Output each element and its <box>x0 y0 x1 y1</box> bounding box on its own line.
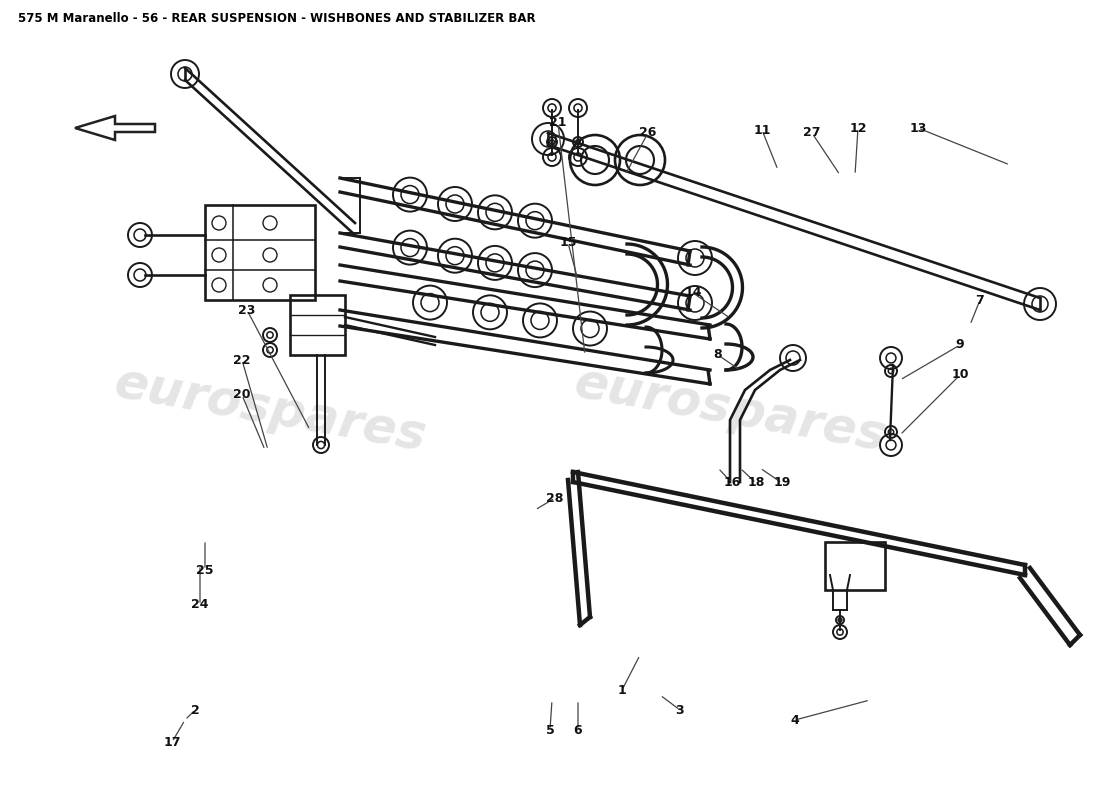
Text: 575 M Maranello - 56 - REAR SUSPENSION - WISHBONES AND STABILIZER BAR: 575 M Maranello - 56 - REAR SUSPENSION -… <box>18 12 536 25</box>
Text: 28: 28 <box>547 491 563 505</box>
Text: 2: 2 <box>190 703 199 717</box>
Text: 5: 5 <box>546 723 554 737</box>
Text: eurospares: eurospares <box>570 359 890 461</box>
Text: 14: 14 <box>684 286 702 299</box>
Text: 27: 27 <box>803 126 821 139</box>
Text: 8: 8 <box>714 349 723 362</box>
Text: 9: 9 <box>956 338 965 351</box>
Text: 24: 24 <box>191 598 209 611</box>
Text: 20: 20 <box>233 389 251 402</box>
Text: 18: 18 <box>747 477 764 490</box>
Text: eurospares: eurospares <box>110 359 430 461</box>
Text: 22: 22 <box>233 354 251 366</box>
Text: 10: 10 <box>952 369 969 382</box>
Text: 13: 13 <box>910 122 926 134</box>
Text: 17: 17 <box>163 735 180 749</box>
Text: 7: 7 <box>976 294 984 306</box>
Text: 25: 25 <box>196 563 213 577</box>
Text: 4: 4 <box>791 714 800 726</box>
Text: 23: 23 <box>239 303 255 317</box>
Text: 1: 1 <box>617 683 626 697</box>
Text: 26: 26 <box>639 126 657 139</box>
Text: 21: 21 <box>549 117 566 130</box>
Text: 15: 15 <box>559 237 576 250</box>
Text: 19: 19 <box>773 477 791 490</box>
Text: 11: 11 <box>754 123 771 137</box>
Text: 6: 6 <box>574 723 582 737</box>
Text: 3: 3 <box>675 703 684 717</box>
Text: 12: 12 <box>849 122 867 134</box>
Text: 16: 16 <box>724 477 740 490</box>
